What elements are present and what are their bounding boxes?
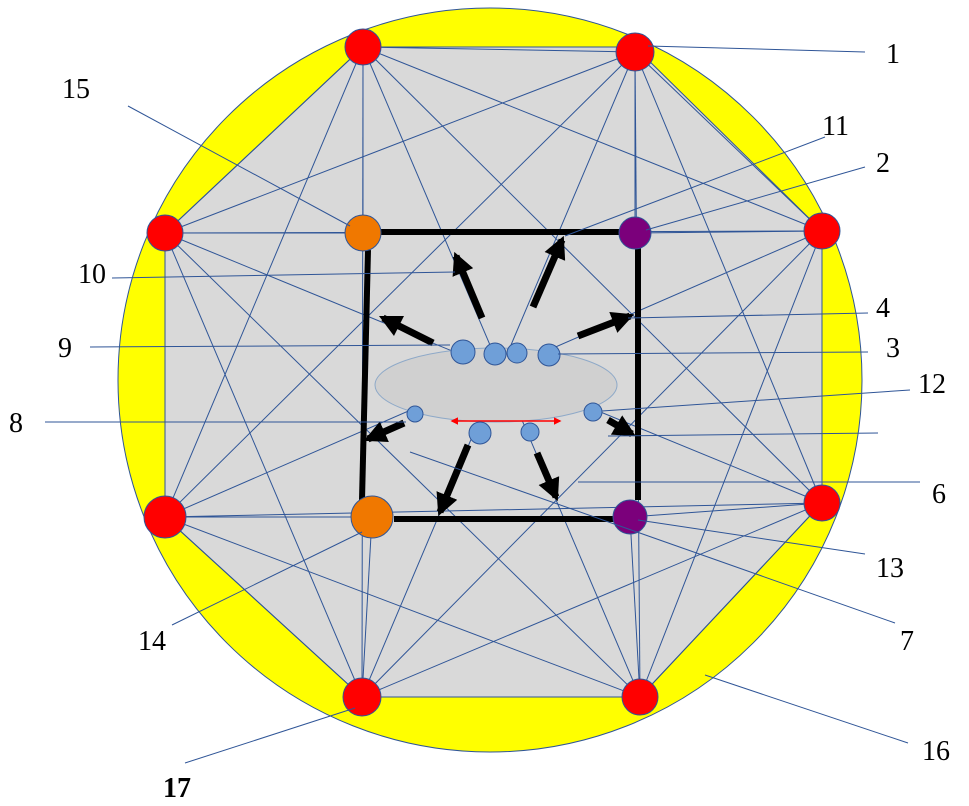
black-arrows <box>363 235 636 517</box>
label-10: 10 <box>78 259 106 290</box>
blue-node <box>468 421 492 445</box>
arrow-right <box>576 311 635 340</box>
arrow-down-left <box>436 443 472 517</box>
blue-node <box>506 342 528 364</box>
labels: 1 15 11 2 10 4 9 3 12 8 6 13 14 7 16 17 <box>9 39 950 804</box>
arrow-up-right <box>529 235 566 309</box>
label-6: 6 <box>932 479 946 510</box>
red-node <box>344 28 382 66</box>
label-2: 2 <box>876 148 890 179</box>
arrow-up-left <box>378 314 435 347</box>
label-12: 12 <box>918 369 946 400</box>
blue-node <box>537 343 561 367</box>
red-node <box>143 495 187 539</box>
blue-node <box>483 342 507 366</box>
purple-node <box>618 216 652 250</box>
mesh-lines <box>164 46 823 698</box>
blue-node <box>406 405 424 423</box>
label-8: 8 <box>9 408 23 439</box>
blue-node <box>450 339 476 365</box>
label-14: 14 <box>138 626 166 657</box>
red-node <box>146 214 184 252</box>
label-9: 9 <box>58 333 72 364</box>
inner-frame <box>359 229 641 522</box>
leader-lines <box>45 45 920 764</box>
red-node <box>621 678 659 716</box>
purple-node <box>612 499 648 535</box>
blue-node <box>520 422 540 442</box>
orange-node <box>344 214 382 252</box>
label-13: 13 <box>876 553 904 584</box>
arrow-lower-right <box>606 415 636 438</box>
arrow-down-right <box>533 451 560 502</box>
red-nodes <box>143 28 841 717</box>
orange-node <box>350 495 394 539</box>
label-3: 3 <box>886 333 900 364</box>
blue-node <box>583 402 603 422</box>
red-node <box>342 677 382 717</box>
label-17: 17 <box>163 773 191 804</box>
label-11: 11 <box>822 111 849 142</box>
label-15: 15 <box>62 74 90 105</box>
red-node <box>803 484 841 522</box>
label-4: 4 <box>876 293 890 324</box>
red-node <box>803 212 841 250</box>
blue-nodes <box>406 339 603 445</box>
arrow-up <box>452 251 486 320</box>
arrow-lower-left <box>363 419 406 443</box>
label-1: 1 <box>886 39 900 70</box>
red-node <box>615 32 655 72</box>
label-16: 16 <box>922 736 950 767</box>
label-7: 7 <box>900 626 914 657</box>
